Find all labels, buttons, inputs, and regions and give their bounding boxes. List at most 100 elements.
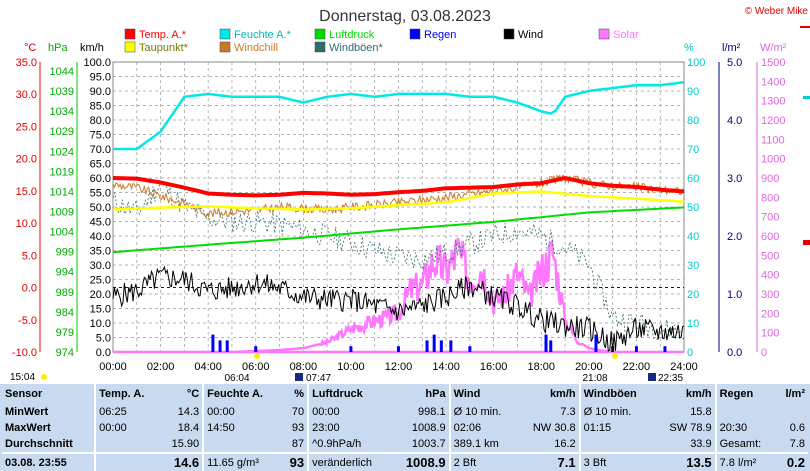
pressure-tick-label: 984 bbox=[56, 307, 74, 319]
stats-cell: 01:15 bbox=[578, 420, 655, 436]
x-tick-label: 12:00 bbox=[385, 361, 413, 373]
x-tick-label: 04:00 bbox=[194, 361, 222, 373]
wind-tick-label: 90.0 bbox=[90, 86, 111, 98]
temp-tick-label: -5.0 bbox=[18, 315, 37, 327]
statistics-header-row: Sensor Temp. A. °C Feuchte A.% Luftdruck hPa W… bbox=[2, 384, 808, 404]
stats-cell: 1003.7 bbox=[411, 438, 446, 450]
legend-label: Regen bbox=[424, 29, 456, 41]
wind-tick-label: 95.0 bbox=[90, 72, 111, 84]
solar-tick-label: 600 bbox=[761, 231, 779, 243]
sunrise-label: 06:04 bbox=[224, 373, 249, 384]
pressure-axis-title: hPa bbox=[48, 42, 68, 54]
temp-tick-label: 25.0 bbox=[16, 121, 37, 133]
rain-tick-label: 2.0 bbox=[727, 231, 742, 243]
stats-cell: 93 bbox=[281, 452, 309, 471]
legend-item: Regen bbox=[409, 28, 456, 41]
copyright-label: © Weber Mike bbox=[745, 6, 809, 17]
solar-tick-label: 1100 bbox=[761, 134, 785, 146]
pressure-tick-label: 1014 bbox=[50, 186, 74, 198]
rain-bar bbox=[439, 340, 443, 352]
stats-cell: 0.2 bbox=[776, 452, 808, 471]
humidity-tick-label: 80 bbox=[687, 115, 699, 127]
stats-cell: veränderlich bbox=[307, 452, 392, 471]
stats-cell: 18.4 bbox=[177, 422, 200, 434]
stats-header-cell: Wind bbox=[448, 384, 518, 404]
wind-tick-label: 15.0 bbox=[90, 304, 111, 316]
temp-tick-label: 0.0 bbox=[22, 283, 37, 295]
rain-tick-label: 4.0 bbox=[727, 115, 742, 127]
moon-icon bbox=[295, 373, 303, 381]
wind-tick-label: 80.0 bbox=[90, 115, 111, 127]
stats-cell: 87 bbox=[291, 438, 305, 450]
stats-cell: 02:06 bbox=[448, 420, 518, 436]
solar-tick-label: 1000 bbox=[761, 154, 785, 166]
wind-tick-label: 25.0 bbox=[90, 275, 111, 287]
x-tick-label: 22:00 bbox=[623, 361, 651, 373]
stats-cell: 16.2 bbox=[554, 438, 576, 450]
humidity-tick-label: 40 bbox=[687, 231, 699, 243]
stats-cell: 389.1 km bbox=[448, 436, 518, 453]
legend-swatch bbox=[124, 28, 136, 40]
statistics-row-max: MaxWert 00:00 18.4 14:50 93 23:00 1008.9 02:06 N… bbox=[2, 420, 808, 436]
stats-header-cell: % bbox=[294, 388, 305, 400]
humidity-tick-label: 10 bbox=[687, 318, 699, 330]
wind-tick-label: 65.0 bbox=[90, 159, 111, 171]
rain-bar bbox=[218, 340, 222, 352]
wind-tick-label: 50.0 bbox=[90, 202, 111, 214]
pressure-tick-label: 979 bbox=[56, 327, 74, 339]
legend-label: Solar bbox=[613, 29, 639, 41]
stats-cell: 20:30 bbox=[714, 420, 777, 436]
stats-cell bbox=[94, 452, 161, 471]
rain-axis-title: l/m² bbox=[722, 42, 741, 54]
stats-cell: 7.8 bbox=[789, 438, 805, 450]
rain-tick-label: 1.0 bbox=[727, 289, 742, 301]
wind-tick-label: 75.0 bbox=[90, 130, 111, 142]
x-tick-label: 24:00 bbox=[670, 361, 698, 373]
pressure-tick-label: 994 bbox=[56, 267, 74, 279]
stats-cell bbox=[94, 436, 161, 453]
solar-tick-label: 300 bbox=[761, 289, 779, 301]
humidity-tick-label: 30 bbox=[687, 260, 699, 272]
statistics-row-average: Durchschnitt 15.90 87 ^0.9hPa/h 1003.7 389.1 … bbox=[2, 436, 808, 453]
temp-tick-label: 20.0 bbox=[16, 154, 37, 166]
rain-tick-label: 3.0 bbox=[727, 173, 742, 185]
humidity-tick-label: 50 bbox=[687, 202, 699, 214]
humidity-tick-label: 60 bbox=[687, 173, 699, 185]
rain-tick-label: 5.0 bbox=[727, 57, 742, 69]
temp-tick-label: 10.0 bbox=[16, 218, 37, 230]
humidity-tick-label: 100 bbox=[687, 57, 705, 69]
stats-cell: 7.8 l/m² bbox=[714, 452, 777, 471]
humidity-tick-label: 70 bbox=[687, 144, 699, 156]
solar-tick-label: 800 bbox=[761, 192, 779, 204]
series-dewpoint bbox=[112, 190, 685, 211]
wind-tick-label: 0.0 bbox=[96, 347, 111, 359]
stats-cell: 33.9 bbox=[690, 438, 712, 450]
legend-swatch bbox=[219, 28, 231, 40]
time-label-left: 15:04 bbox=[10, 372, 35, 383]
stats-row-label: MinWert bbox=[5, 406, 49, 418]
stats-cell: 00:00 bbox=[307, 404, 392, 420]
stats-cell: 15.8 bbox=[690, 406, 712, 418]
edge-mark bbox=[803, 240, 810, 245]
legend-item: Temp. A.* bbox=[124, 28, 187, 41]
stats-cell: 13.5 bbox=[654, 452, 716, 471]
statistics-panel: Sensor Temp. A. °C Feuchte A.% Luftdruck hPa W… bbox=[0, 384, 810, 471]
rain-bar bbox=[225, 340, 229, 352]
x-tick-label: 16:00 bbox=[480, 361, 508, 373]
stats-cell: 1008.9 bbox=[391, 452, 450, 471]
legend-item: Wind bbox=[503, 28, 543, 41]
solar-tick-label: 1200 bbox=[761, 115, 785, 127]
solar-tick-label: 900 bbox=[761, 173, 779, 185]
moon-icon bbox=[648, 373, 656, 381]
legend-label: Windchill bbox=[234, 42, 278, 54]
stats-row-label: MaxWert bbox=[5, 422, 51, 434]
solar-tick-label: 1500 bbox=[761, 57, 785, 69]
legend-item: Windchill bbox=[219, 41, 278, 54]
stats-cell: 00:00 bbox=[202, 404, 282, 420]
temp-tick-label: 35.0 bbox=[16, 57, 37, 69]
stats-cell: NW 30.8 bbox=[532, 422, 576, 434]
x-tick-label: 08:00 bbox=[290, 361, 318, 373]
sun-icon bbox=[41, 374, 47, 380]
rain-bar bbox=[349, 346, 353, 352]
humidity-tick-label: 0 bbox=[687, 347, 693, 359]
